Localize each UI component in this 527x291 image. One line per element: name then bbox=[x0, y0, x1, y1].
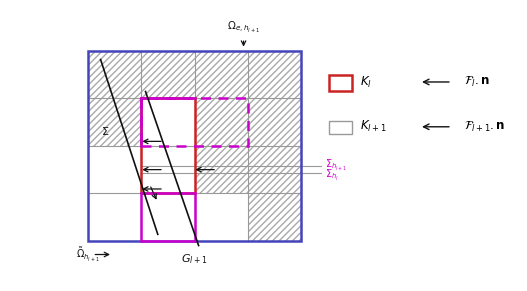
Bar bbox=[89, 51, 141, 98]
Text: $\mathcal{F}_l.\mathbf{n}$: $\mathcal{F}_l.\mathbf{n}$ bbox=[464, 75, 490, 89]
Text: $\Sigma$: $\Sigma$ bbox=[101, 125, 109, 137]
Bar bbox=[248, 98, 301, 146]
Text: $G_{l+1}$: $G_{l+1}$ bbox=[181, 252, 208, 266]
Bar bbox=[194, 146, 248, 194]
Text: $K_l$: $K_l$ bbox=[360, 74, 372, 90]
Bar bbox=[89, 98, 141, 146]
Bar bbox=[329, 121, 352, 134]
Text: $K_{l+1}$: $K_{l+1}$ bbox=[360, 119, 386, 134]
Bar bbox=[89, 51, 301, 241]
Text: $\Sigma_{h_l}$: $\Sigma_{h_l}$ bbox=[325, 168, 339, 183]
Bar bbox=[194, 51, 248, 98]
Bar bbox=[248, 51, 301, 98]
Bar bbox=[141, 98, 194, 194]
Text: $\mathcal{F}_{l+1}.\mathbf{n}$: $\mathcal{F}_{l+1}.\mathbf{n}$ bbox=[464, 120, 505, 134]
Bar bbox=[141, 51, 194, 98]
Text: $\tilde{\Omega}_{h_{l+1}}$: $\tilde{\Omega}_{h_{l+1}}$ bbox=[76, 246, 100, 264]
Bar bbox=[329, 75, 352, 91]
Bar bbox=[141, 98, 248, 146]
Text: $\Sigma_{h_{l+1}}$: $\Sigma_{h_{l+1}}$ bbox=[325, 158, 348, 173]
Bar bbox=[141, 194, 194, 241]
Text: $\Omega_{e,h_{l+1}}$: $\Omega_{e,h_{l+1}}$ bbox=[227, 20, 260, 35]
Bar bbox=[194, 98, 248, 146]
Bar bbox=[248, 194, 301, 241]
Bar bbox=[248, 146, 301, 194]
